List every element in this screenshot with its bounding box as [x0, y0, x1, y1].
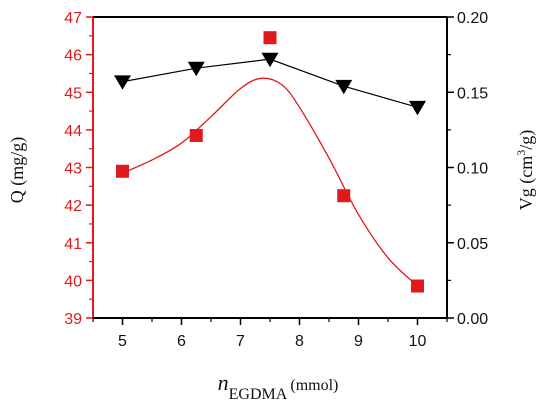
right-axis-title: Vg (cm3/g) — [514, 130, 537, 210]
left-tick-label: 39 — [64, 311, 82, 328]
left-axis-title: Q (mg/g) — [7, 137, 28, 204]
axis-labels-layer: Q (mg/g) Vg (cm3/g) nEGDMA (mmol) — [7, 130, 537, 403]
vg-point — [335, 79, 353, 95]
x-axis-title-suffix: (mmol) — [286, 377, 338, 394]
left-tick-label: 40 — [64, 273, 82, 290]
q-point — [116, 164, 129, 178]
x-tick-label: 7 — [236, 333, 245, 350]
x-tick-label: 10 — [409, 333, 427, 350]
x-axis-title-subscript: EGDMA — [229, 386, 288, 403]
left-tick-label: 47 — [64, 10, 82, 27]
x-tick-label: 9 — [354, 333, 363, 350]
left-tick-label: 45 — [64, 85, 82, 102]
q-point — [337, 189, 351, 203]
left-tick-label: 42 — [64, 198, 82, 215]
right-axis-title-superscript: 3 — [514, 150, 528, 156]
left-tick-label: 41 — [64, 236, 82, 253]
vg-point — [187, 61, 205, 77]
right-tick-label: 0.10 — [457, 161, 488, 178]
right-tick-label: 0.15 — [457, 85, 488, 102]
left-tick-label: 46 — [64, 48, 82, 65]
x-axis-title-italic: n — [218, 370, 229, 395]
x-tick-label: 6 — [177, 333, 186, 350]
right-tick-label: 0.00 — [457, 311, 488, 328]
right-axis-title-suffix: /g) — [516, 130, 537, 150]
axes-layer: 39 40 41 42 43 44 45 46 47 0.00 0.05 0.10 0.15 0.20 5 6… — [64, 10, 488, 350]
x-tick-label: 5 — [118, 333, 127, 350]
marks-layer — [114, 31, 426, 293]
left-tick-label: 43 — [64, 161, 82, 178]
left-tick-label: 44 — [64, 123, 82, 140]
vg-point — [261, 52, 279, 68]
right-axis-title-prefix: Vg (cm — [516, 156, 537, 210]
vg-point — [114, 75, 131, 90]
fit-curve-layer — [122, 77, 418, 287]
q-point — [411, 279, 424, 293]
x-axis-title: nEGDMA (mmol) — [218, 370, 339, 403]
vg-point — [409, 100, 426, 116]
right-tick-label: 0.20 — [457, 10, 488, 27]
right-tick-label: 0.05 — [457, 236, 488, 253]
q-point — [189, 129, 203, 143]
q-point — [263, 31, 277, 45]
x-tick-label: 8 — [295, 333, 304, 350]
q-fit-curve — [122, 77, 418, 287]
